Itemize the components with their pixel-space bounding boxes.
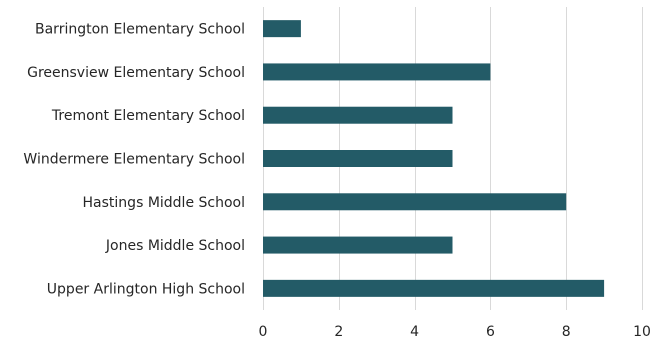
x-tick-label: 8 [562, 324, 571, 340]
x-tick-label: 0 [259, 324, 268, 340]
category-label: Hastings Middle School [83, 195, 245, 211]
category-label: Tremont Elementary School [51, 108, 245, 124]
category-label: Windermere Elementary School [23, 152, 245, 168]
x-tick-label: 4 [410, 324, 419, 340]
bar [263, 193, 567, 211]
category-label: Jones Middle School [105, 238, 245, 254]
bar [263, 20, 301, 38]
x-tick-label: 6 [486, 324, 495, 340]
category-label: Upper Arlington High School [47, 281, 245, 297]
bar [263, 279, 605, 297]
x-tick-labels: 0 2 4 6 8 10 [259, 324, 651, 340]
category-labels: Barrington Elementary School Greensview E… [23, 22, 245, 298]
x-tick-label: 2 [334, 324, 343, 340]
bar [263, 150, 453, 167]
bar [263, 63, 491, 81]
bar [263, 106, 453, 124]
category-label: Barrington Elementary School [35, 22, 245, 38]
category-label: Greensview Elementary School [27, 65, 245, 81]
x-tick-label: 10 [633, 324, 651, 340]
bars [263, 20, 605, 297]
bar [263, 236, 453, 254]
